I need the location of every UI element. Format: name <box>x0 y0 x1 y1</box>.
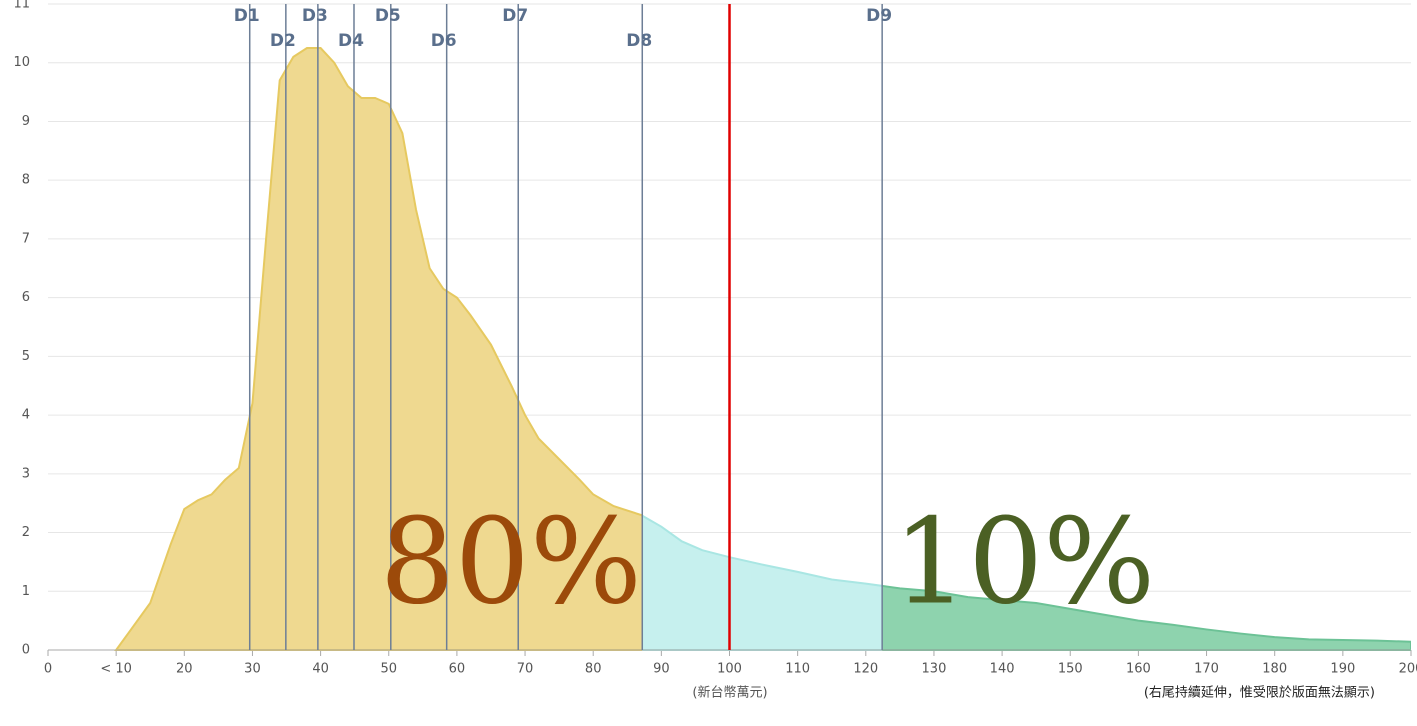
density-area <box>114 47 643 651</box>
density-area <box>642 514 883 651</box>
decile-label: D8 <box>626 31 652 51</box>
y-tick-label: 9 <box>22 114 30 129</box>
x-tick-label: 190 <box>1330 662 1355 677</box>
y-tick-label: 1 <box>22 584 30 599</box>
x-axis-label: (新台幣萬元) <box>692 685 767 701</box>
percent-annotation: 10% <box>893 493 1155 631</box>
x-tick-label: 20 <box>176 662 193 677</box>
note: (右尾持續延伸，惟受限於版面無法顯示) <box>1144 685 1375 701</box>
x-tick-label: 30 <box>244 662 261 677</box>
x-tick-label: 150 <box>1058 662 1083 677</box>
x-tick-label: 100 <box>717 662 742 677</box>
y-tick-label: 8 <box>22 173 30 188</box>
y-tick-label: 3 <box>22 466 30 481</box>
x-tick-label: 50 <box>380 662 397 677</box>
x-tick-label: 140 <box>990 662 1015 677</box>
density-area <box>882 584 1411 651</box>
decile-label: D4 <box>338 31 364 51</box>
decile-label: D2 <box>270 31 296 51</box>
y-tick-label: 2 <box>22 525 30 540</box>
y-tick-label: 5 <box>22 349 30 364</box>
x-tick-label: 180 <box>1262 662 1287 677</box>
x-tick-label: 160 <box>1126 662 1151 677</box>
x-tick-label: 120 <box>853 662 878 677</box>
decile-label: D9 <box>866 6 892 26</box>
y-tick-label: 6 <box>22 290 30 305</box>
y-tick-label: 10 <box>13 55 30 70</box>
decile-label: D6 <box>431 31 457 51</box>
y-tick-label: 0 <box>22 643 30 658</box>
y-tick-label: 7 <box>22 231 30 246</box>
percent-annotation: 80% <box>380 493 642 631</box>
x-tick-label: < 10 <box>100 662 132 677</box>
decile-label: D5 <box>375 6 401 26</box>
x-tick-label: 200 <box>1399 662 1417 677</box>
decile-label: D3 <box>302 6 328 26</box>
x-tick-label: 130 <box>922 662 947 677</box>
x-tick-label: 40 <box>312 662 329 677</box>
x-tick-label: 80 <box>585 662 602 677</box>
x-tick-label: 0 <box>44 662 52 677</box>
x-tick-label: 90 <box>653 662 670 677</box>
x-tick-label: 70 <box>517 662 534 677</box>
decile-label: D7 <box>502 6 528 26</box>
y-tick-label: 11 <box>13 0 30 12</box>
decile-label: D1 <box>234 6 260 26</box>
x-tick-label: 60 <box>449 662 466 677</box>
y-tick-label: 4 <box>22 408 30 423</box>
x-tick-label: 170 <box>1194 662 1219 677</box>
x-tick-label: 110 <box>785 662 810 677</box>
